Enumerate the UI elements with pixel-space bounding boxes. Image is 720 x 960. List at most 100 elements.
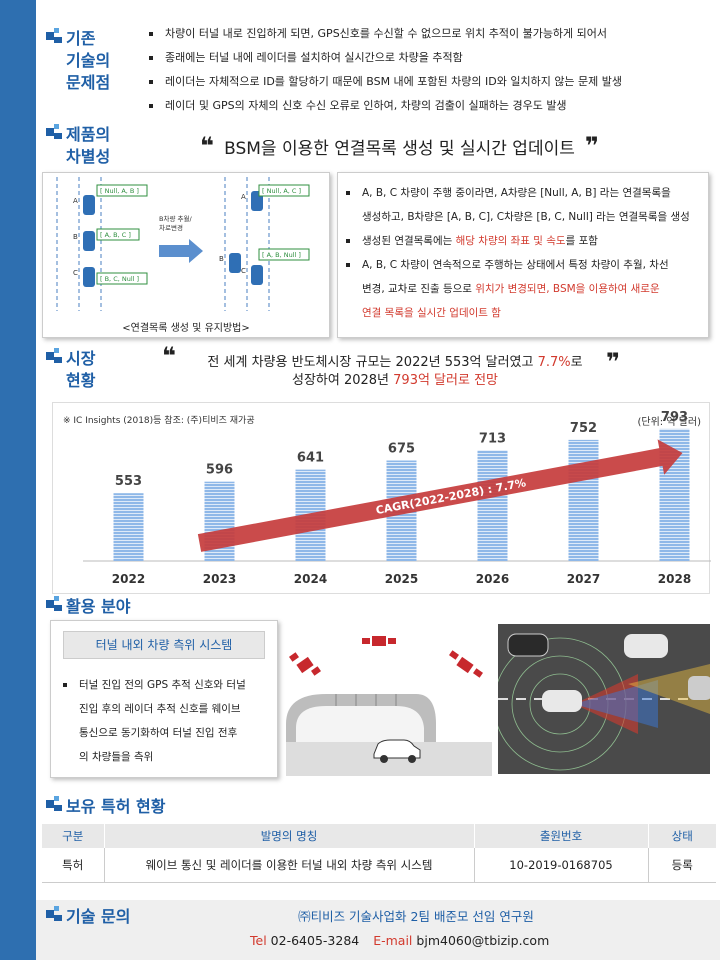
cagr-arrow: CAGR(2022-2028) : 7.7% <box>197 439 683 552</box>
problems-list: 차량이 터널 내로 진입하게 되면, GPS신호를 수신할 수 없으므로 위치 … <box>145 22 715 118</box>
contact-org: ㈜티비즈 기술사업화 2팀 배준모 선임 연구원 <box>298 909 534 924</box>
chart-data-label: 793 <box>661 410 688 425</box>
headline-quote: ❝ BSM을 이용한 연결목록 생성 및 실시간 업데이트 ❞ <box>200 132 640 160</box>
point-text: 생성하고, B차량은 [A, B, C], C차량은 [B, C, Null] … <box>362 211 690 223</box>
linked-list-diagram: A B C A B C [ Null, A, B ] [ A, B, C ] [… <box>42 172 330 338</box>
car-letter: B <box>219 255 224 263</box>
section-contact-heading: 기술 문의 <box>46 906 130 928</box>
list-item: 레이더 및 GPS의 자체의 신호 수신 오류로 인하여, 차량의 검출이 실패… <box>145 94 715 118</box>
radar-illustration <box>498 624 710 774</box>
chart-x-tick-label: 2027 <box>567 572 600 586</box>
quote-open-icon: ❝ <box>200 132 215 160</box>
points-list: A, B, C 차량이 주행 중이라면, A차량은 [Null, A, B] 라… <box>342 181 706 325</box>
section-bullet-icon <box>46 596 62 612</box>
list-label: [ Null, A, C ] <box>262 187 301 195</box>
market-quote: 전 세계 차량용 반도체시장 규모는 2022년 553억 달러였고 7.7%로… <box>180 354 610 390</box>
application-text: 의 차량들을 측위 <box>79 751 154 763</box>
table-cell: 웨이브 통신 및 레이더를 이용한 터널 내외 차량 측위 시스템 <box>104 848 475 883</box>
market-quote-text: 전 세계 차량용 반도체시장 규모는 2022년 553억 달러였고 <box>207 355 538 370</box>
quote-close-icon: ❞ <box>606 348 621 376</box>
table-header: 발명의 명칭 <box>104 824 475 848</box>
contact-details: Tel 02-6405-3284 E-mail bjm4060@tbizip.c… <box>250 933 610 948</box>
application-text: 통신으로 동기화하여 터널 진입 전후 <box>79 727 238 739</box>
chart-data-label: 641 <box>297 451 324 466</box>
chart-svg: 553 2022 596 2023 641 2024 675 2025 713 2026 752 20… <box>83 410 711 586</box>
car-icon <box>624 634 668 658</box>
satellite-icon <box>362 636 396 646</box>
table-row: 특허 웨이브 통신 및 레이더를 이용한 터널 내외 차량 측위 시스템 10-… <box>42 848 716 883</box>
point-highlight: 해당 차량의 좌표 및 속도 <box>455 235 566 247</box>
chart-bar <box>568 439 599 561</box>
section-bullet-icon <box>46 348 62 364</box>
list-item: 레이더는 자체적으로 ID를 할당하기 때문에 BSM 내에 포함된 차량의 I… <box>145 70 715 94</box>
chart-source: ※ IC Insights (2018)등 참조: (주)티비즈 재가공 <box>63 416 255 426</box>
car-icon <box>542 690 582 712</box>
section-applications-heading: 활용 분야 <box>46 596 130 618</box>
application-text: 진입 후의 레이더 추적 신호를 웨이브 <box>79 703 241 715</box>
car-letter: A <box>241 193 246 201</box>
chart-unit: (단위: 억 달러) <box>637 417 701 428</box>
table-header: 구분 <box>42 824 105 848</box>
section-differentiation-heading: 제품의 차별성 <box>46 124 110 168</box>
quote-close-icon: ❞ <box>584 132 599 160</box>
differentiation-points: A, B, C 차량이 주행 중이라면, A차량은 [Null, A, B] 라… <box>337 172 709 338</box>
table-header-row: 구분 발명의 명칭 출원번호 상태 <box>42 824 716 848</box>
table-cell: 특허 <box>42 848 105 883</box>
market-quote-highlight: 793억 달러로 전망 <box>393 373 498 388</box>
table-cell: 등록 <box>648 848 716 883</box>
tunnel-illustration <box>286 636 492 776</box>
chart-x-tick-label: 2025 <box>385 572 418 586</box>
car-letter: C <box>241 267 246 275</box>
chart-x-tick-label: 2023 <box>203 572 236 586</box>
list-item: A, B, C 차량이 주행 중이라면, A차량은 [Null, A, B] 라… <box>342 181 706 229</box>
section-title: 보유 특허 현황 <box>66 797 166 816</box>
chart-data-label: 752 <box>570 421 597 436</box>
satellite-icon <box>449 650 483 678</box>
table-cell: 10-2019-0168705 <box>474 848 649 883</box>
list-label: [ B, C, Null ] <box>100 275 139 283</box>
linked-list-diagram-svg: A B C A B C [ Null, A, B ] [ A, B, C ] [… <box>56 177 310 311</box>
headline-text: BSM을 이용한 연결목록 생성 및 실시간 업데이트 <box>224 138 575 159</box>
tel-value[interactable]: 02-6405-3284 <box>270 933 360 948</box>
quote-open-icon: ❝ <box>162 342 177 370</box>
car-letter: A <box>73 197 78 205</box>
point-text: 생성된 연결목록에는 <box>362 235 456 247</box>
car-icon <box>507 633 549 657</box>
system-label: 터널 내외 차량 측위 시스템 <box>63 631 265 659</box>
transition-arrow-icon <box>159 239 203 263</box>
market-quote-text: 성장하여 2028년 <box>292 373 394 388</box>
chart-bar <box>113 493 144 561</box>
list-item: 차량이 터널 내로 진입하게 되면, GPS신호를 수신할 수 없으므로 위치 … <box>145 22 715 46</box>
application-text: 터널 진입 전의 GPS 추적 신호와 터널 <box>79 679 246 691</box>
car-icon <box>688 676 710 700</box>
diagram-caption: <연결목록 생성 및 유지방법> <box>122 323 250 334</box>
list-label: [ Null, A, B ] <box>100 187 139 195</box>
chart-x-tick-label: 2022 <box>112 572 145 586</box>
point-text: A, B, C 차량이 주행 중이라면, A차량은 [Null, A, B] 라… <box>362 187 671 199</box>
tel-label: Tel <box>250 933 267 948</box>
market-quote-highlight: 7.7% <box>537 355 571 370</box>
section-title: 기존 기술의 문제점 <box>66 29 111 92</box>
patent-table: 구분 발명의 명칭 출원번호 상태 특허 웨이브 통신 및 레이더를 이용한 터… <box>42 824 716 883</box>
email-link[interactable]: bjm4060@tbizip.com <box>416 933 550 948</box>
list-item: 종래에는 터널 내에 레이더를 설치하여 실시간으로 차량을 추적함 <box>145 46 715 70</box>
market-chart: ※ IC Insights (2018)등 참조: (주)티비즈 재가공 (단위… <box>52 402 711 594</box>
left-accent-bar <box>0 0 36 960</box>
section-bullet-icon <box>46 796 62 812</box>
chart-x-tick-label: 2024 <box>294 572 327 586</box>
list-label: [ A, B, Null ] <box>262 251 301 259</box>
chart-x-tick-label: 2026 <box>476 572 509 586</box>
point-text: 변경, 교차로 진출 등으로 <box>362 283 476 295</box>
section-title: 기술 문의 <box>66 907 131 926</box>
list-item: 생성된 연결목록에는 해당 차량의 좌표 및 속도를 포함 <box>342 229 706 253</box>
chart-data-label: 713 <box>479 431 506 446</box>
point-text: A, B, C 차량이 연속적으로 주행하는 상태에서 특정 차량이 추월, 차… <box>362 259 669 271</box>
car-letter: B <box>73 233 78 241</box>
section-market-heading: 시장 현황 <box>46 348 95 392</box>
chart-x-tick-label: 2028 <box>658 572 691 586</box>
chart-bar <box>477 450 508 561</box>
point-highlight: 연결 목록을 실시간 업데이트 함 <box>362 307 501 319</box>
